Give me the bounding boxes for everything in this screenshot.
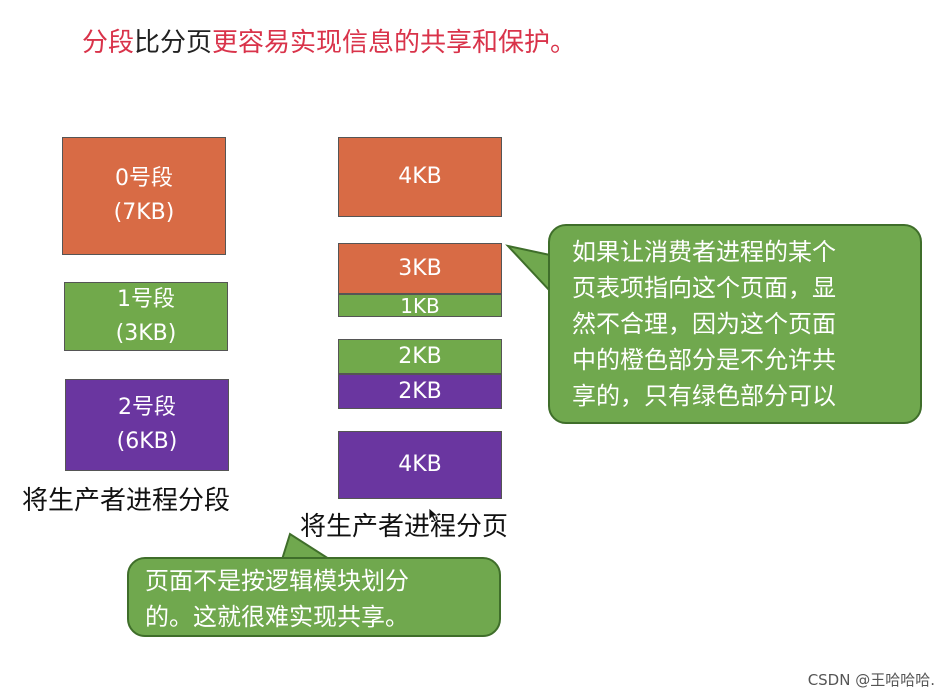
page-2-part-1: 2KB <box>338 374 502 409</box>
segment-0-block: 0号段 (7KB) <box>62 137 226 255</box>
callout-bottom: 页面不是按逻辑模块划分 的。这就很难实现共享。 <box>127 557 501 637</box>
page-0-part-0-label: 4KB <box>398 164 442 189</box>
pages-caption: 将生产者进程分页 <box>300 512 509 542</box>
callout-right-line-4: 中的橙色部分是不允许共 <box>572 346 836 374</box>
page-1-part-0: 3KB <box>338 243 502 294</box>
callout-right-line-3: 然不合理，因为这个页面 <box>572 310 836 338</box>
slide-title: 分段比分页更容易实现信息的共享和保护。 <box>82 22 576 59</box>
segment-0-name: 0号段 <box>115 166 173 191</box>
page-3-part-0: 4KB <box>338 431 502 499</box>
callout-bottom-line-1: 页面不是按逻辑模块划分 <box>145 567 409 595</box>
callout-right-line-2: 页表项指向这个页面，显 <box>572 274 836 302</box>
callout-bottom-line-2: 的。这就很难实现共享。 <box>145 603 409 631</box>
page-1-part-0-label: 3KB <box>398 255 442 281</box>
segment-2-name: 2号段 <box>118 395 176 420</box>
segments-caption: 将生产者进程分段 <box>22 486 231 516</box>
page-2-part-1-label: 2KB <box>398 378 442 404</box>
page-0-part-0: 4KB <box>338 137 502 217</box>
segment-0-size: (7KB) <box>113 200 175 225</box>
page-3-part-0-label: 4KB <box>398 452 442 477</box>
segment-1-size: (3KB) <box>115 320 177 346</box>
segment-1-name: 1号段 <box>117 286 175 312</box>
page-1-part-1-label: 1KB <box>400 293 440 318</box>
title-comparison: 比分页 <box>134 28 213 58</box>
csdn-watermark: CSDN @王哈哈哈. <box>807 671 935 689</box>
mouse-cursor-icon <box>428 507 440 523</box>
segment-2-size: (6KB) <box>116 429 178 454</box>
title-highlight-sharing: 更容易实现信息的共享和保护。 <box>212 28 577 58</box>
callout-right-line-1: 如果让消费者进程的某个 <box>572 238 836 266</box>
page-2-part-0: 2KB <box>338 339 502 374</box>
page-1-part-1: 1KB <box>338 294 502 317</box>
segment-2-block: 2号段 (6KB) <box>65 379 229 471</box>
title-highlight-segmentation: 分段 <box>82 28 135 58</box>
callout-right: 如果让消费者进程的某个 页表项指向这个页面，显 然不合理，因为这个页面 中的橙色… <box>548 224 922 424</box>
callout-right-line-5: 享的，只有绿色部分可以 <box>572 382 836 410</box>
page-2-part-0-label: 2KB <box>398 343 442 369</box>
segment-1-block: 1号段 (3KB) <box>64 282 228 351</box>
